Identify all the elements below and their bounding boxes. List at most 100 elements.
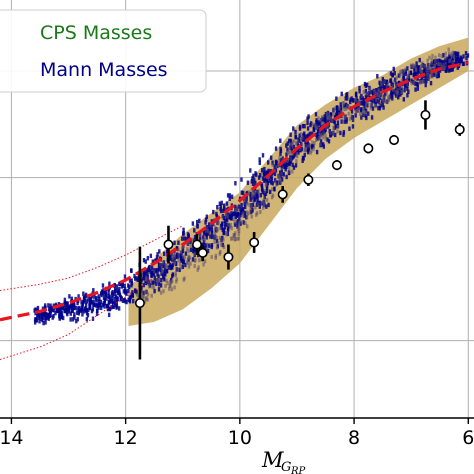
mann-point: [193, 247, 196, 253]
mann-point: [294, 141, 298, 146]
mann-point: [239, 206, 242, 212]
cps-point-1: [163, 239, 174, 250]
mann-point: [354, 92, 358, 97]
mann-point: [257, 192, 261, 197]
mann-point: [95, 311, 99, 316]
mann-point: [142, 268, 146, 274]
mann-point: [142, 271, 145, 276]
mann-point: [131, 293, 135, 298]
mann-point: [130, 283, 133, 288]
mann-point: [161, 265, 164, 270]
mann-point: [60, 310, 64, 316]
mann-point: [75, 318, 78, 324]
mann-point: [146, 267, 149, 272]
mann-point: [237, 220, 241, 225]
mann-point: [385, 81, 388, 87]
mann-point: [36, 305, 40, 311]
mann-point: [278, 170, 282, 175]
mann-point: [71, 317, 75, 322]
mann-point: [146, 297, 149, 302]
cps-point-6: [277, 189, 288, 200]
mann-point: [412, 72, 416, 78]
mann-point: [231, 217, 235, 222]
mann-point: [449, 55, 452, 60]
mann-point: [59, 305, 63, 311]
mann-point: [348, 116, 352, 121]
mann-point: [300, 137, 303, 142]
mann-point: [210, 224, 213, 230]
mann-point: [350, 109, 354, 114]
mann-point: [377, 105, 380, 111]
mann-point: [181, 236, 184, 241]
mann-point: [256, 198, 259, 204]
mann-point: [438, 58, 442, 64]
mann-point: [41, 306, 45, 311]
mann-point: [177, 247, 180, 252]
mann-point: [277, 174, 280, 179]
x-axis-title-subscript: G: [281, 460, 291, 474]
mann-point: [231, 236, 234, 241]
mann-point: [243, 201, 246, 206]
mann-point: [304, 143, 307, 148]
mann-point: [447, 51, 451, 56]
mann-point: [205, 226, 208, 231]
mann-point: [458, 58, 462, 64]
mann-point: [52, 308, 55, 313]
mann-point: [397, 93, 400, 98]
mann-point: [259, 209, 262, 214]
mann-point: [245, 224, 249, 229]
mann-point: [112, 301, 115, 306]
mann-point: [450, 53, 453, 58]
mann-point: [81, 312, 84, 317]
mann-point: [323, 117, 326, 123]
mann-point: [162, 289, 165, 294]
mann-point: [336, 129, 339, 134]
mann-point: [146, 256, 150, 261]
mann-point: [77, 305, 81, 311]
mann-point: [143, 299, 147, 304]
mann-point: [111, 304, 115, 309]
mann-point: [250, 179, 254, 184]
mann-point: [149, 279, 153, 284]
mann-point: [234, 204, 237, 210]
mann-point: [223, 206, 226, 211]
mann-point: [87, 307, 90, 313]
mann-point: [144, 280, 147, 285]
mann-point: [189, 261, 192, 266]
mann-point: [391, 72, 394, 77]
mann-point: [377, 93, 380, 98]
mann-point: [234, 231, 237, 236]
mann-point: [186, 242, 190, 247]
mann-point: [364, 113, 367, 118]
mann-point: [460, 58, 463, 64]
mann-point: [375, 104, 378, 109]
mann-point: [127, 297, 130, 303]
mann-point: [178, 261, 182, 266]
mann-point: [135, 289, 138, 295]
mann-point: [222, 203, 226, 208]
mann-point: [426, 62, 429, 67]
mann-point: [196, 252, 200, 258]
mann-point: [237, 231, 240, 236]
mann-point: [304, 139, 307, 144]
mann-point: [134, 276, 137, 281]
mann-point: [402, 72, 405, 78]
mann-point: [407, 76, 410, 82]
mann-point: [466, 53, 470, 58]
mann-point: [267, 160, 270, 165]
cps-point-2: [192, 239, 203, 250]
mann-point: [105, 304, 109, 309]
mann-point: [380, 82, 383, 87]
mann-point: [52, 313, 55, 319]
mann-point: [301, 123, 305, 129]
mann-point: [257, 188, 260, 193]
mann-point: [329, 112, 333, 117]
mann-point: [304, 148, 307, 153]
mann-point: [440, 62, 443, 67]
mann-point: [189, 247, 193, 252]
mann-point: [170, 287, 174, 292]
mann-point: [206, 248, 210, 254]
mann-point: [397, 73, 401, 78]
mann-point: [426, 71, 429, 76]
mann-point: [430, 67, 433, 72]
